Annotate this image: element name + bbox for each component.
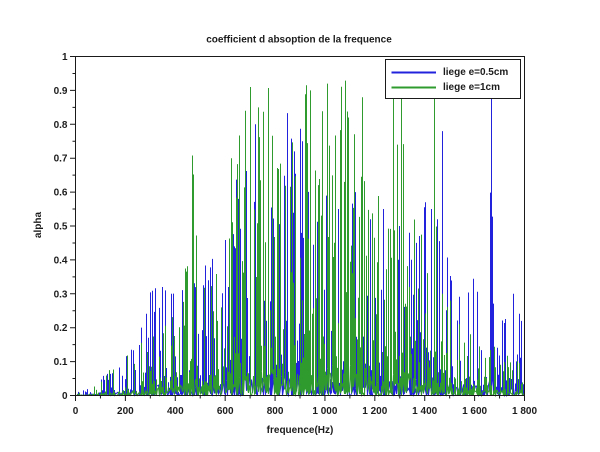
svg-text:1 000: 1 000 <box>312 406 337 417</box>
svg-text:0.5: 0.5 <box>54 222 68 233</box>
svg-text:0.7: 0.7 <box>54 154 68 165</box>
svg-text:0.8: 0.8 <box>54 120 68 131</box>
svg-text:0.6: 0.6 <box>54 188 68 199</box>
svg-text:0.3: 0.3 <box>54 289 68 300</box>
svg-text:800: 800 <box>267 406 284 417</box>
svg-text:frequence(Hz): frequence(Hz) <box>267 425 334 436</box>
svg-text:1 200: 1 200 <box>362 406 387 417</box>
svg-text:0.9: 0.9 <box>54 86 68 97</box>
svg-text:liege e=0.5cm: liege e=0.5cm <box>443 67 508 78</box>
svg-text:0.4: 0.4 <box>54 255 68 266</box>
svg-text:alpha: alpha <box>33 212 44 239</box>
svg-text:coefficient d absoption de la: coefficient d absoption de la frequence <box>206 35 392 46</box>
svg-text:0.1: 0.1 <box>54 357 68 368</box>
svg-text:1 400: 1 400 <box>412 406 437 417</box>
svg-text:400: 400 <box>167 406 184 417</box>
svg-text:liege e=1cm: liege e=1cm <box>443 82 500 93</box>
svg-text:600: 600 <box>217 406 234 417</box>
svg-text:200: 200 <box>117 406 134 417</box>
svg-text:0: 0 <box>73 406 79 417</box>
svg-text:1: 1 <box>62 52 68 63</box>
svg-text:1 600: 1 600 <box>462 406 487 417</box>
svg-text:0.2: 0.2 <box>54 323 68 334</box>
svg-text:0: 0 <box>62 391 68 402</box>
svg-text:1 800: 1 800 <box>512 406 537 417</box>
